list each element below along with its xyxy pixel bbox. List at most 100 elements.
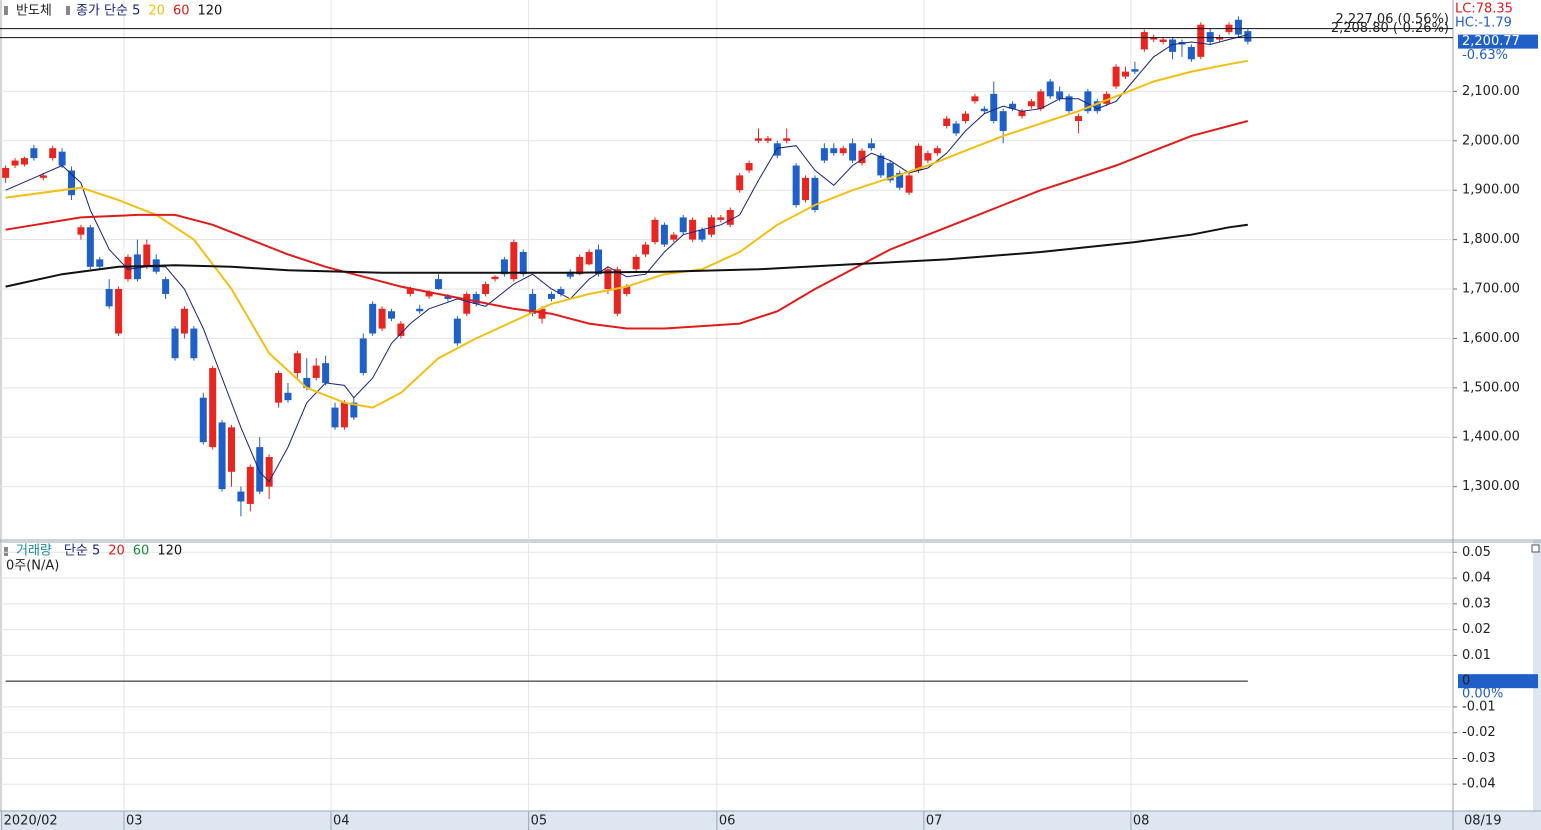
candle-body (820, 148, 828, 161)
candle-body (1084, 91, 1092, 112)
y-tick-label: 0.01 (1462, 648, 1491, 663)
candle-body (679, 217, 687, 233)
candle-body (425, 291, 433, 297)
candle-body (387, 311, 395, 319)
candle-body (736, 175, 744, 191)
candle-body (444, 296, 452, 299)
x-tick-label: 08 (1133, 814, 1150, 829)
last-change: -0.63% (1462, 48, 1508, 63)
candle-body (1046, 81, 1054, 97)
candle-body (651, 219, 659, 243)
candle-body (576, 256, 584, 275)
y-tick-label: 1,900.00 (1462, 183, 1520, 198)
candle-body (331, 407, 339, 428)
x-end-label: 08/19 (1464, 814, 1501, 829)
candle-body (162, 279, 170, 294)
candle-body (96, 259, 104, 267)
candle-body (510, 242, 518, 280)
candle-body (340, 402, 348, 428)
x-tick-label: 04 (333, 814, 350, 829)
close-button[interactable] (1531, 544, 1540, 553)
candle-body (1169, 39, 1177, 52)
candle-body (350, 402, 358, 418)
candle-body (557, 289, 565, 294)
candle-body (86, 227, 94, 267)
legend-entry: 단순 5 (64, 544, 100, 559)
candle-body (764, 138, 772, 141)
candle-body (1216, 37, 1224, 40)
candle-body (1159, 39, 1167, 42)
candle-body (1206, 32, 1214, 42)
candle-body (416, 308, 424, 312)
candle-body (604, 269, 612, 290)
y-tick-label: -0.01 (1462, 699, 1496, 714)
y-tick-label: 1,700.00 (1462, 282, 1520, 297)
y-tick-label: 2,000.00 (1462, 133, 1520, 148)
candle-body (849, 143, 857, 161)
ma-line (5, 120, 1249, 330)
pane-icon (4, 547, 8, 556)
y-tick-label: 0.03 (1462, 596, 1491, 611)
candle-body (1131, 69, 1139, 72)
candle-body (924, 153, 932, 161)
y-tick-label: 0.02 (1462, 622, 1491, 637)
candle-body (1140, 32, 1148, 50)
candle-body (1093, 101, 1101, 112)
pane-title: 반도체 (16, 4, 52, 19)
candle-body (547, 293, 555, 299)
candle-body (303, 377, 311, 388)
level-box (1458, 674, 1538, 689)
x-tick-label: 05 (531, 814, 548, 829)
candle-body (312, 365, 320, 378)
candle-body (642, 244, 650, 255)
candle-body (275, 373, 283, 403)
candle-body (943, 118, 951, 126)
pane-icon (4, 6, 8, 15)
candle-body (802, 177, 810, 201)
pane-icon (66, 6, 70, 15)
x-tick-label: 07 (926, 814, 943, 829)
candle-body (962, 113, 970, 122)
level-change: 0.00% (1462, 687, 1503, 702)
legend-entry: 20 (108, 544, 125, 559)
candle-body (30, 148, 38, 159)
candle-body (1018, 111, 1026, 117)
candle-body (293, 353, 301, 374)
candle-body (77, 227, 85, 235)
candle-body (406, 289, 414, 294)
candle-body (830, 148, 838, 154)
candle-body (246, 466, 254, 504)
last-label: 2,200.77 (1462, 34, 1520, 49)
candle-body (359, 338, 367, 374)
legend-entry: 종가 단순 5 (76, 4, 140, 19)
y-tick-label: 1,800.00 (1462, 232, 1520, 247)
hc-label: HC:-1.79 (1455, 16, 1512, 31)
candle-body (500, 259, 508, 275)
candle-body (199, 397, 207, 443)
candle-body (783, 138, 791, 141)
candle-body (11, 160, 19, 166)
candle-body (68, 170, 76, 196)
legend-entry: 20 (148, 4, 165, 19)
candle-body (218, 422, 226, 490)
candle-body (2, 167, 10, 178)
candle-body (1187, 46, 1195, 60)
candle-body (472, 293, 480, 304)
candle-body (1197, 24, 1205, 57)
candle-body (698, 229, 706, 240)
candle-body (1074, 116, 1082, 122)
candle-body (867, 143, 875, 149)
candle-body (689, 219, 697, 240)
candle-body (1027, 101, 1035, 107)
candle-body (990, 93, 998, 122)
candle-body (1056, 91, 1064, 99)
candle-body (980, 108, 988, 112)
y-tick-label: 1,600.00 (1462, 331, 1520, 346)
candle-body (632, 256, 640, 270)
y-tick-label: 1,500.00 (1462, 380, 1520, 395)
candle-body (1150, 37, 1158, 40)
y-tick-label: -0.02 (1462, 725, 1496, 740)
candle-body (20, 158, 28, 165)
candle-body (660, 224, 668, 245)
